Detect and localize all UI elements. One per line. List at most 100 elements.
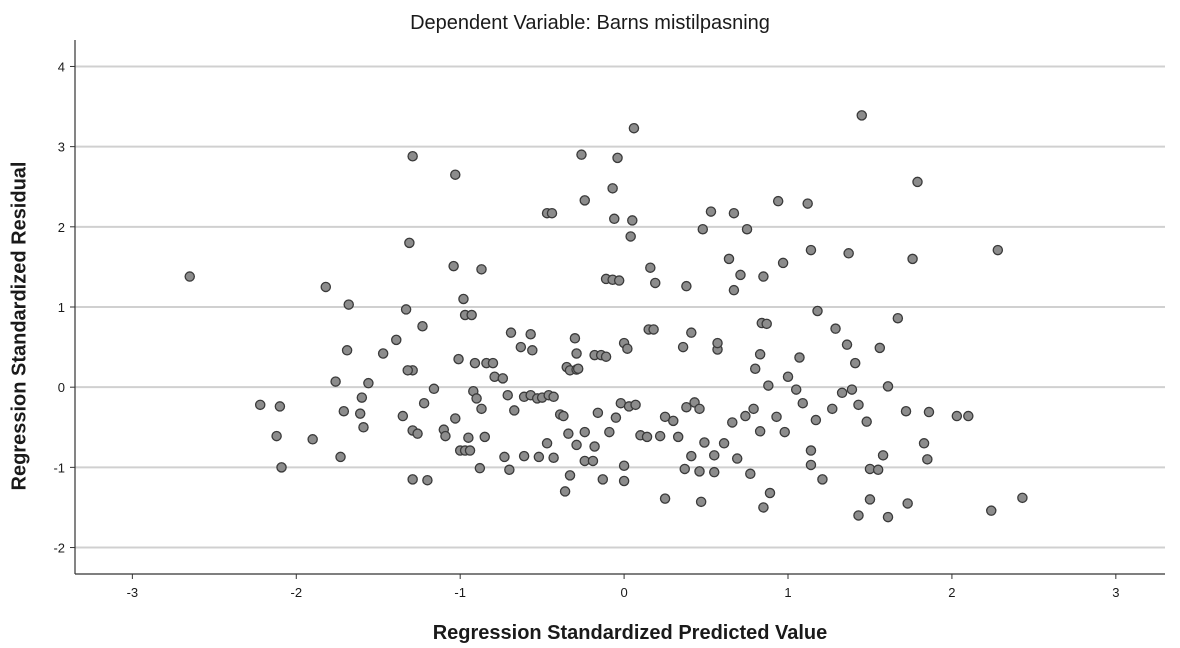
y-tick-label: 1	[58, 300, 65, 315]
data-point	[827, 403, 838, 415]
data-point	[307, 434, 318, 445]
data-point	[466, 309, 477, 321]
x-tick-label: -2	[290, 585, 302, 600]
x-tick-label: 0	[620, 585, 627, 600]
data-point	[748, 403, 759, 415]
data-point	[499, 451, 510, 463]
data-point	[681, 401, 692, 413]
data-point	[745, 468, 756, 480]
chart-title: Dependent Variable: Barns mistilpasning	[410, 12, 770, 34]
data-point	[735, 269, 746, 281]
data-point	[335, 451, 346, 463]
data-point	[515, 341, 527, 353]
data-point	[505, 327, 517, 338]
data-point	[1017, 492, 1028, 504]
data-point	[607, 183, 618, 194]
data-point	[422, 474, 433, 486]
data-point	[877, 450, 889, 461]
data-point	[418, 397, 430, 409]
x-tick-label: 1	[784, 585, 791, 600]
data-point	[518, 450, 530, 462]
data-point	[548, 391, 559, 403]
data-point	[463, 432, 474, 443]
data-point	[761, 318, 772, 330]
y-tick-label: 0	[58, 380, 65, 395]
data-point	[882, 511, 894, 523]
gridlines	[75, 65, 1165, 549]
data-point	[487, 357, 499, 369]
data-point	[271, 430, 282, 442]
data-point	[509, 405, 520, 416]
data-point	[782, 371, 794, 383]
data-point	[817, 474, 828, 485]
axes	[70, 40, 1165, 579]
data-point	[694, 403, 705, 415]
data-point	[363, 377, 374, 389]
data-point	[812, 305, 823, 317]
data-point	[754, 426, 766, 437]
data-point	[320, 281, 332, 293]
data-point	[797, 397, 809, 409]
data-point	[504, 464, 515, 476]
data-point	[741, 223, 753, 235]
data-point	[679, 463, 690, 475]
data-point	[659, 493, 671, 504]
data-points	[184, 110, 1028, 523]
data-point	[843, 248, 854, 259]
data-point	[587, 455, 599, 467]
data-point	[610, 412, 622, 423]
data-point	[841, 339, 853, 350]
data-point	[790, 384, 802, 395]
data-point	[853, 399, 864, 411]
data-point	[609, 213, 620, 225]
data-point	[727, 417, 738, 428]
y-tick-label: 4	[58, 59, 65, 74]
data-point	[830, 323, 841, 334]
y-tick-label: -2	[53, 541, 65, 556]
data-point	[882, 381, 894, 392]
data-point	[731, 453, 743, 464]
data-point	[579, 426, 591, 438]
data-point	[274, 401, 286, 412]
data-point	[856, 110, 868, 121]
data-point	[771, 411, 782, 423]
data-point	[777, 257, 789, 269]
data-point	[728, 284, 740, 296]
data-point	[900, 405, 912, 417]
data-point	[453, 353, 464, 365]
data-point	[184, 271, 195, 282]
data-point	[705, 206, 717, 217]
data-point	[474, 462, 486, 474]
data-point	[546, 207, 558, 219]
data-point	[627, 215, 638, 226]
data-point	[576, 149, 587, 160]
data-point	[613, 275, 625, 286]
data-point	[963, 410, 974, 422]
data-point	[404, 237, 415, 249]
data-point	[645, 262, 656, 273]
data-point	[579, 195, 591, 206]
data-point	[592, 407, 604, 419]
data-point	[697, 223, 709, 235]
data-point	[951, 410, 963, 422]
y-tick-label: 3	[58, 140, 65, 155]
data-point	[338, 405, 350, 417]
data-point	[541, 438, 553, 449]
data-point	[407, 474, 418, 485]
data-point	[428, 383, 440, 395]
data-point	[986, 505, 997, 516]
data-point	[464, 445, 476, 456]
x-tick-label: 2	[948, 585, 955, 600]
data-point	[794, 352, 805, 363]
data-point	[763, 380, 774, 391]
y-tick-label: 2	[58, 220, 65, 235]
data-point	[723, 253, 735, 265]
data-point	[354, 408, 366, 419]
data-point	[853, 510, 864, 521]
data-point	[708, 466, 720, 478]
data-point	[343, 299, 354, 310]
y-tick-label: -1	[53, 460, 65, 475]
data-point	[254, 399, 266, 411]
data-point	[864, 494, 876, 505]
data-point	[912, 176, 923, 188]
